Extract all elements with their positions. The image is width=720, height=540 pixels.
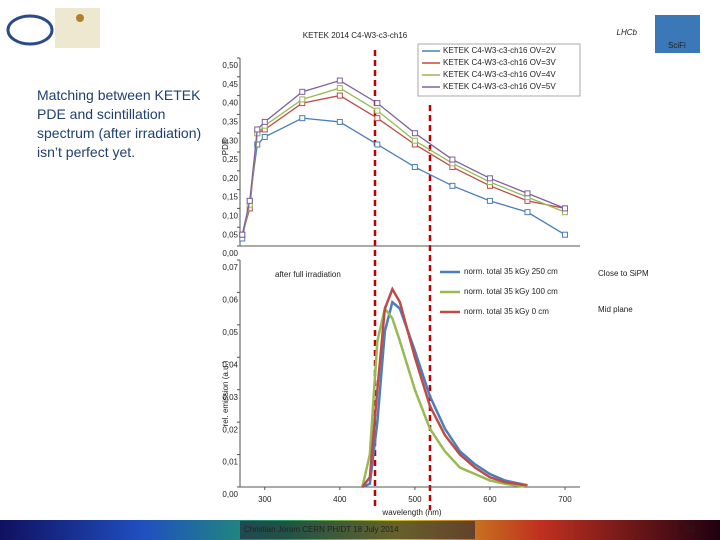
logo-ring	[6, 14, 54, 46]
point	[524, 209, 531, 216]
point	[411, 164, 418, 171]
y-tick-label: 0,05	[222, 230, 238, 239]
chart-title: KETEK 2014 C4-W3-c3-ch16	[303, 31, 408, 40]
footer: Christian Joram CERN PH/DT 18 July 2014	[244, 525, 399, 534]
legend-label: norm. total 35 kGy 100 cm	[464, 287, 558, 296]
y-tick-label: 0,00	[222, 249, 238, 258]
point	[524, 190, 531, 197]
point	[261, 118, 268, 125]
y-axis-label: PDE	[221, 139, 230, 155]
annotation: after full irradiation	[275, 270, 341, 279]
annotation: Close to SiPM	[598, 269, 649, 278]
series-line	[361, 299, 528, 489]
point	[299, 115, 306, 122]
logo-runner-head	[76, 14, 84, 22]
side-text: Matching between KETEK PDE and scintilla…	[37, 87, 202, 160]
point	[261, 133, 268, 140]
y-tick-label: 0,40	[222, 99, 238, 108]
y-axis-label: rel. emission (a.u.)	[221, 360, 230, 426]
logo-runner	[55, 8, 100, 48]
x-tick-label: 400	[333, 495, 347, 504]
logo-text-2: SciFi	[668, 41, 686, 50]
y-tick-label: 0,02	[222, 425, 238, 434]
y-tick-label: 0,50	[222, 61, 238, 70]
point	[336, 85, 343, 92]
x-tick-label: 300	[258, 495, 272, 504]
series-line	[241, 87, 566, 235]
legend-label: norm. total 35 kGy 250 cm	[464, 267, 558, 276]
y-tick-label: 0,04	[222, 360, 238, 369]
point	[374, 115, 381, 122]
point	[561, 205, 568, 212]
logo-box	[655, 15, 700, 53]
point	[486, 175, 493, 182]
point	[374, 141, 381, 148]
x-tick-label: 500	[408, 495, 422, 504]
series-line	[241, 79, 566, 235]
point	[336, 77, 343, 84]
point	[254, 126, 261, 133]
series-line	[241, 117, 566, 239]
legend-label: norm. total 35 kGy 0 cm	[464, 307, 549, 316]
page-number: 51	[686, 525, 695, 534]
point	[561, 231, 568, 238]
point	[449, 182, 456, 189]
y-tick-label: 0,20	[222, 174, 238, 183]
y-tick-label: 0,03	[222, 393, 238, 402]
legend-box	[417, 43, 581, 97]
y-tick-label: 0,35	[222, 118, 238, 127]
x-tick-label: 600	[483, 495, 497, 504]
point	[374, 107, 381, 114]
point	[299, 96, 306, 103]
y-tick-label: 0,07	[222, 263, 238, 272]
annotation: Mid plane	[598, 305, 633, 314]
y-tick-label: 0,05	[222, 328, 238, 337]
point	[336, 92, 343, 99]
point	[299, 88, 306, 95]
point	[336, 118, 343, 125]
y-tick-label: 0,45	[222, 80, 238, 89]
y-tick-label: 0,30	[222, 136, 238, 145]
logo-text: LHCb	[617, 28, 638, 37]
y-tick-label: 0,10	[222, 212, 238, 221]
y-tick-label: 0,06	[222, 296, 238, 305]
x-axis-label: wavelength (nm)	[381, 508, 441, 517]
point	[239, 231, 246, 238]
point	[254, 141, 261, 148]
point	[411, 130, 418, 137]
series-line	[361, 305, 528, 489]
legend-label: KETEK C4-W3-c3-ch16 OV=2V	[443, 46, 556, 55]
legend-label: KETEK C4-W3-c3-ch16 OV=5V	[443, 82, 556, 91]
point	[246, 197, 253, 204]
legend-label: KETEK C4-W3-c3-ch16 OV=4V	[443, 70, 556, 79]
series-line	[241, 94, 566, 235]
series-line	[361, 286, 528, 488]
y-tick-label: 0,25	[222, 155, 238, 164]
y-tick-label: 0,01	[222, 458, 238, 467]
point	[449, 156, 456, 163]
y-tick-label: 0,00	[222, 490, 238, 499]
point	[411, 137, 418, 144]
point	[374, 100, 381, 107]
y-tick-label: 0,15	[222, 193, 238, 202]
point	[486, 197, 493, 204]
legend-label: KETEK C4-W3-c3-ch16 OV=3V	[443, 58, 556, 67]
x-tick-label: 700	[558, 495, 572, 504]
footer-box	[240, 521, 475, 539]
